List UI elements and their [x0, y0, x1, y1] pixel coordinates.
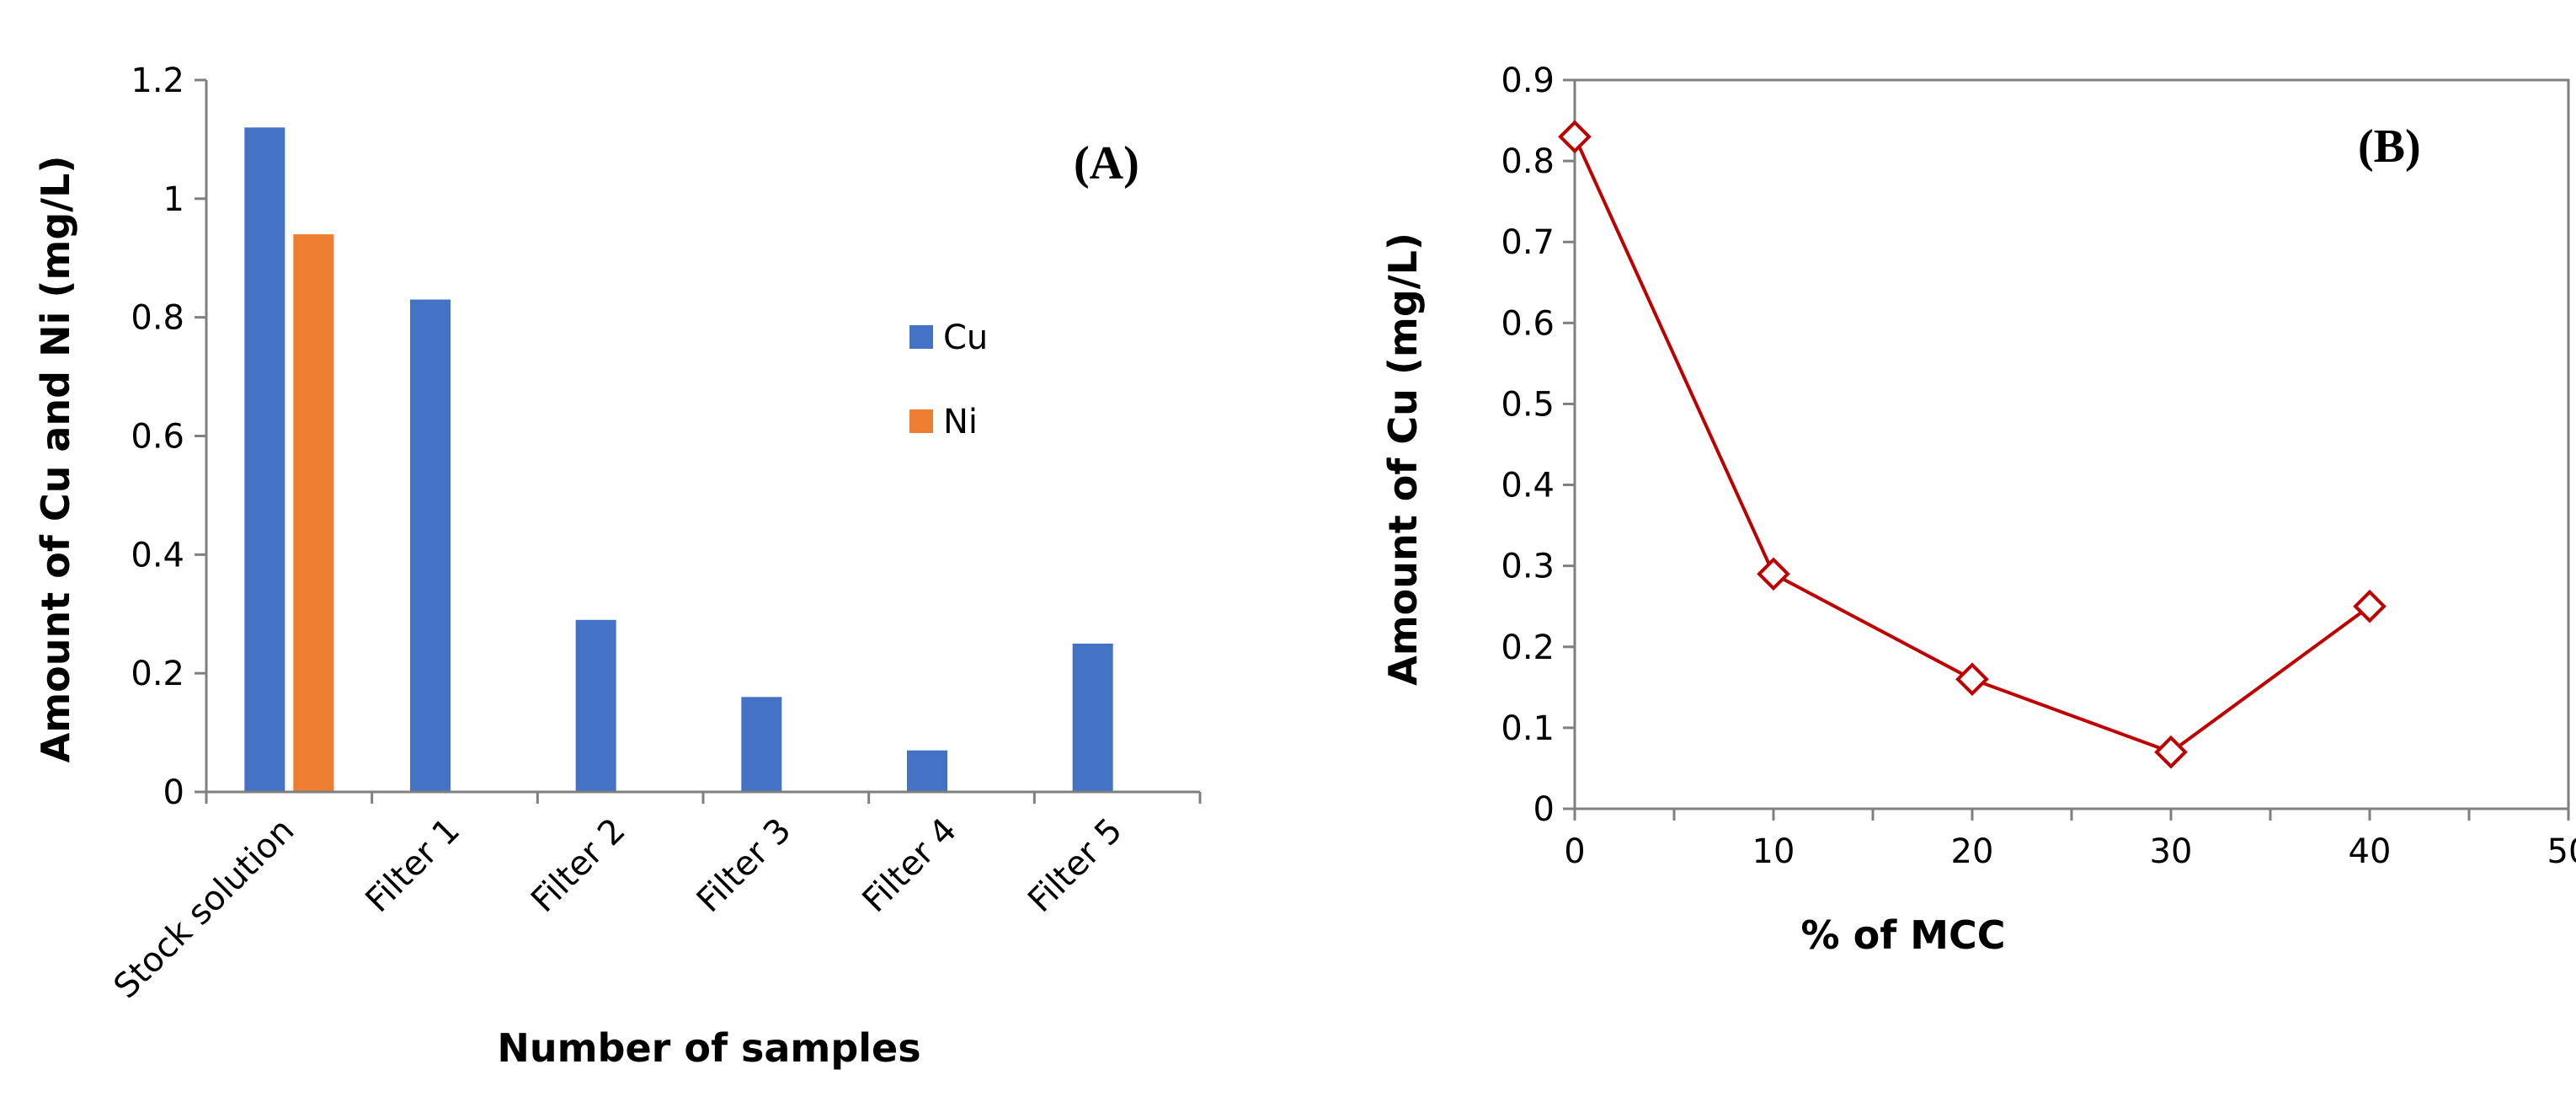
panel-b-label: (B) [2358, 120, 2421, 173]
panel-b-data-point-1 [1558, 120, 1592, 154]
panel-a-label: (A) [1074, 137, 1139, 190]
panel-b-x-tick-label: 20 [1951, 832, 1994, 871]
panel-b-y-tick-label: 0.2 [1501, 628, 1555, 667]
panel-b-y-tick-label: 0.9 [1501, 62, 1555, 100]
panel-a-y-tick-label: 0.2 [131, 655, 184, 693]
panel-b-y-tick-label: 0.5 [1501, 385, 1555, 424]
panel-b-data-point-2 [1757, 557, 1790, 591]
panel-a-y-tick-label: 0.4 [131, 536, 184, 575]
panel-a-y-tick-label: 0.6 [131, 418, 184, 457]
panel-a-x-tick-label: Filter 5 [1021, 811, 1130, 921]
panel-b-x-tick-label: 0 [1564, 832, 1585, 871]
panel-b-data-point-3 [1955, 662, 1989, 697]
panel-b-y-axis-title: Amount of Cu (mg/L) [1380, 233, 1426, 686]
panel-b-x-tick-label: 50 [2547, 832, 2576, 871]
bar-cu-3 [575, 619, 616, 792]
panel-b-x-tick-label: 10 [1752, 832, 1795, 871]
panel-b-data-point-4 [2154, 735, 2188, 769]
panel-a-y-tick-label: 1.2 [131, 62, 184, 100]
bar-ni-1 [293, 234, 334, 792]
panel-a-x-tick-label: Filter 4 [856, 811, 965, 921]
panel-a-bar-chart: 0 0.2 0.4 0.6 0.8 1 1.2 Stock solution Filter 1… [33, 62, 1202, 1071]
panel-b-data-point-5 [2353, 589, 2387, 623]
legend-label-ni: Ni [943, 403, 978, 441]
panel-b-y-tick-label: 0.6 [1501, 304, 1555, 343]
bar-cu-4 [741, 697, 782, 792]
panel-b-y-tick-label: 0.3 [1501, 548, 1555, 586]
bar-cu-5 [907, 750, 947, 792]
panel-b-y-tick-label: 0 [1533, 790, 1555, 829]
panel-b-series-line [1573, 136, 2371, 754]
panel-b-y-tick-label: 0.1 [1501, 709, 1555, 748]
panel-b-x-axis-title: % of MCC [1800, 912, 2005, 958]
panel-a-y-tick-label: 0 [163, 773, 184, 812]
panel-a-y-tick-label: 1 [163, 180, 184, 219]
panel-b-line-chart: 0 0.1 0.2 0.3 0.4 0.5 0.6 0.7 0.8 0.9 0 10 20 30 40 50… [1380, 62, 2576, 958]
bar-cu-6 [1072, 643, 1113, 792]
panel-a-x-axis-title: Number of samples [497, 1025, 920, 1071]
legend-label-cu: Cu [943, 318, 988, 357]
panel-a-legend: Cu Ni [909, 318, 988, 441]
panel-a-y-axis-title: Amount of Cu and Ni (mg/L) [33, 156, 78, 763]
panel-a-x-tick-label: Filter 2 [524, 811, 633, 921]
panel-b-y-tick-label: 0.8 [1501, 142, 1555, 181]
panel-b-plot-frame [1573, 78, 2570, 810]
panel-b-y-tick-label: 0.4 [1501, 467, 1555, 505]
panel-a-x-tick-label: Filter 3 [690, 811, 799, 921]
panel-b-x-tick-label: 40 [2349, 832, 2392, 871]
panel-b-y-tick-label: 0.7 [1501, 223, 1555, 262]
legend-swatch-cu [909, 325, 933, 349]
panel-a-x-tick-label: Filter 1 [359, 811, 468, 921]
panel-a-y-tick-label: 0.8 [131, 299, 184, 338]
bar-cu-2 [410, 299, 451, 793]
panel-b-x-tick-label: 30 [2150, 832, 2193, 871]
legend-swatch-ni [909, 409, 933, 433]
bar-cu-1 [244, 127, 285, 793]
panel-a-x-tick-label: Stock solution [107, 811, 302, 1007]
